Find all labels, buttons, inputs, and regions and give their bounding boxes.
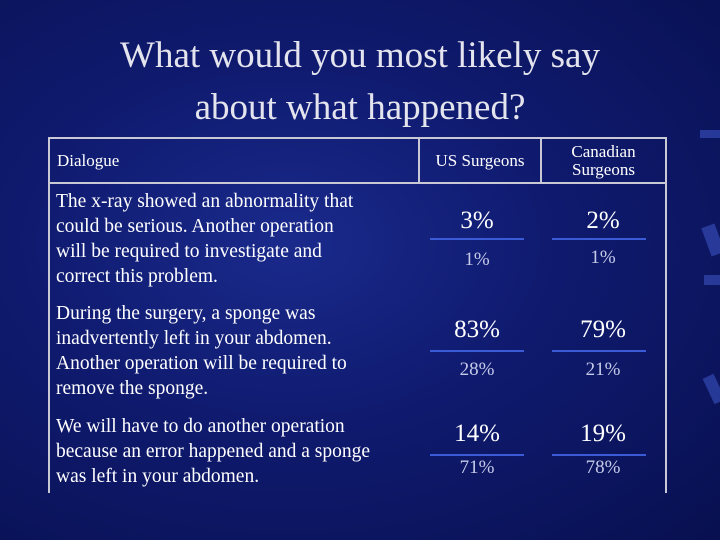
title-line: about what happened? (194, 87, 526, 128)
column-divider (418, 137, 420, 184)
ca-percent-top: 2% (586, 207, 620, 234)
decorative-bar (701, 223, 720, 257)
column-divider (540, 137, 542, 184)
dialogue-cell: During the surgery, a sponge was inadver… (56, 301, 347, 401)
dialogue-line: inadvertently left in your abdomen. (56, 328, 332, 349)
fraction-rule (430, 350, 524, 352)
header-line: Canadian (571, 142, 636, 161)
dialogue-cell: We will have to do another operation bec… (56, 414, 370, 489)
dialogue-cell: The x-ray showed an abnormality that cou… (56, 189, 353, 289)
ca-percent-bottom: 1% (590, 247, 616, 268)
dialogue-line: could be serious. Another operation (56, 216, 334, 237)
ca-percent-bottom: 21% (585, 359, 621, 380)
us-percent-top: 83% (454, 316, 500, 343)
us-percent-bottom: 1% (464, 249, 490, 270)
dialogue-line: remove the sponge. (56, 378, 209, 399)
header-canadian-surgeons: Canadian Surgeons (542, 143, 665, 179)
ca-percent-top: 19% (580, 420, 626, 447)
us-percent-bottom: 28% (459, 359, 495, 380)
dialogue-line: correct this problem. (56, 266, 218, 287)
fraction-rule (430, 238, 524, 240)
header-divider (48, 182, 667, 184)
dialogue-line: because an error happened and a sponge (56, 441, 371, 462)
ca-percent-top: 79% (580, 316, 626, 343)
us-percent-top: 14% (454, 420, 500, 447)
decorative-bar (702, 373, 720, 405)
slide-title: What would you most likely say about wha… (40, 30, 680, 134)
fraction-rule (552, 238, 646, 240)
header-us-surgeons: US Surgeons (435, 151, 525, 170)
us-percent-top: 3% (460, 207, 494, 234)
header-dialogue: Dialogue (57, 151, 120, 170)
decorative-bar (704, 275, 720, 285)
ca-percent-bottom: 78% (585, 457, 621, 478)
dialogue-line: will be required to investigate and (56, 241, 322, 262)
fraction-rule (552, 454, 646, 456)
dialogue-line: We will have to do another operation (56, 416, 345, 437)
decorative-bar (700, 130, 720, 138)
results-table (48, 137, 667, 493)
dialogue-line: The x-ray showed an abnormality that (56, 191, 354, 212)
header-line: Surgeons (572, 160, 635, 179)
dialogue-line: was left in your abdomen. (56, 466, 260, 487)
dialogue-line: During the surgery, a sponge was (56, 303, 316, 324)
dialogue-line: Another operation will be required to (56, 353, 347, 374)
fraction-rule (552, 350, 646, 352)
us-percent-bottom: 71% (459, 457, 495, 478)
title-line: What would you most likely say (120, 35, 600, 76)
fraction-rule (430, 454, 524, 456)
